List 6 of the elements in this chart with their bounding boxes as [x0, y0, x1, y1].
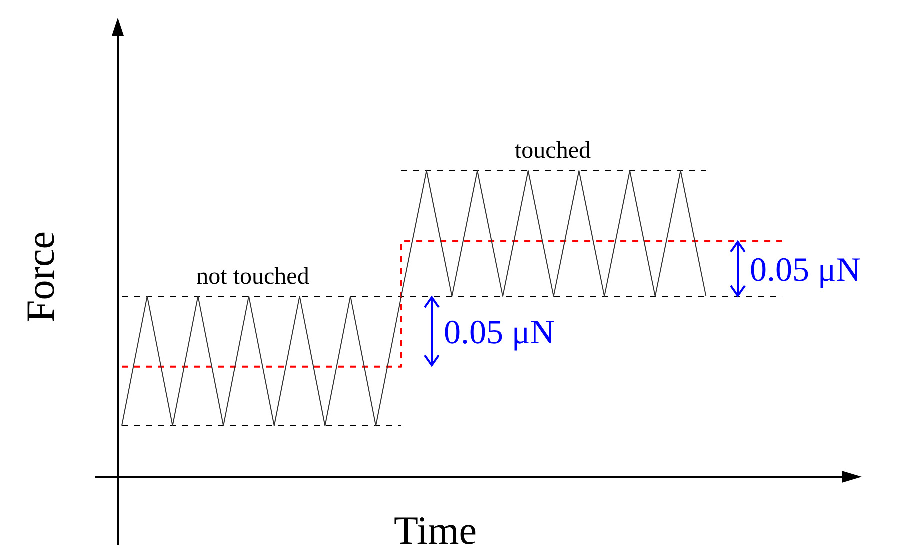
x-axis-title: Time [394, 508, 478, 553]
annotation: 0.05 μN [444, 314, 555, 352]
text: touched [515, 138, 591, 164]
annotation: 0.05 μN [750, 252, 861, 289]
annotation: not touched [196, 264, 310, 290]
y-axis-title: Force [18, 231, 63, 323]
